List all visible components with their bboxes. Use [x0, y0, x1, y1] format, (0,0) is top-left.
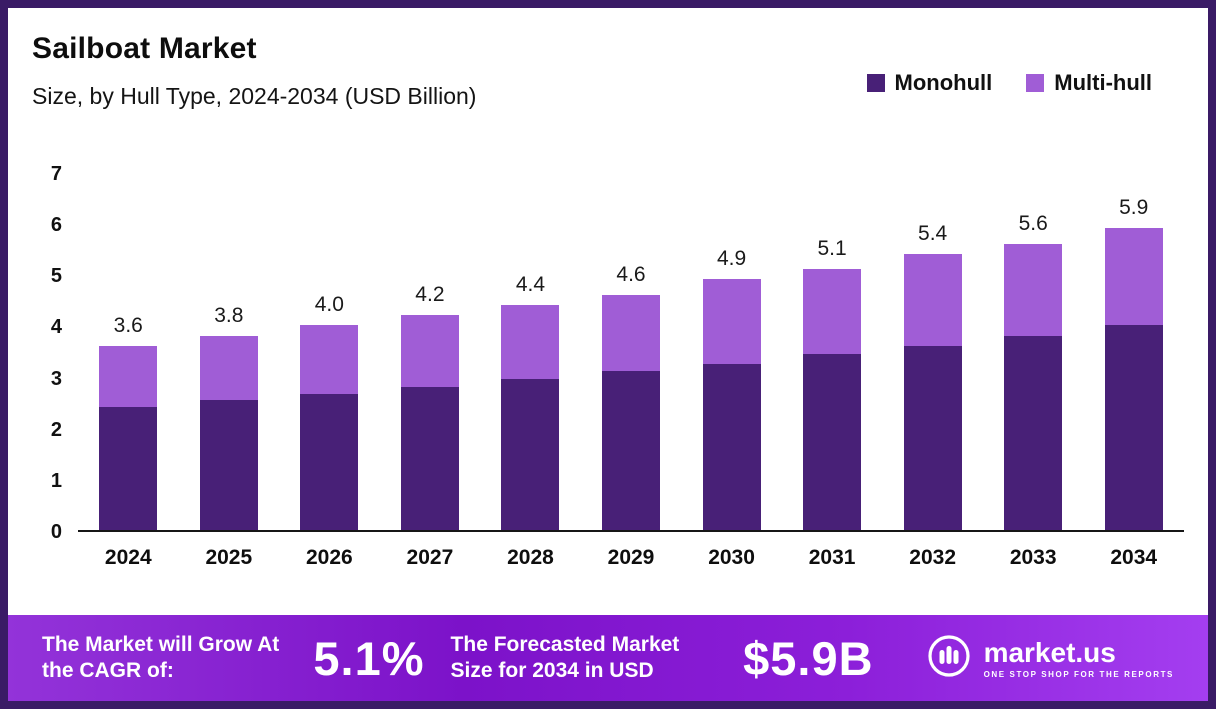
- multihull-segment: [803, 269, 862, 354]
- monohull-segment: [702, 363, 761, 530]
- legend-label-multihull: Multi-hull: [1054, 70, 1152, 95]
- monohull-segment: [903, 345, 962, 530]
- plot-area: 3.6 2024 3.8 2025 4.0 2026 4.2 2027 4.4 2028 4.6 20…: [78, 174, 1184, 569]
- monohull-swatch: [866, 74, 885, 92]
- monohull-segment: [1104, 325, 1163, 530]
- x-axis-label: 2027: [406, 546, 454, 569]
- bar-total-label: 3.8: [214, 303, 244, 327]
- multihull-segment: [1104, 228, 1163, 326]
- monohull-segment: [300, 394, 359, 530]
- x-axis-label: 2026: [306, 546, 353, 569]
- x-axis-label: 2034: [1110, 546, 1158, 569]
- monohull-segment: [1004, 335, 1063, 530]
- cagr-label: The Market will Grow At the CAGR of:: [42, 633, 280, 682]
- bar-slot: 5.9 2034: [1083, 174, 1184, 569]
- multihull-segment: [1004, 243, 1063, 336]
- x-axis-label: 2029: [607, 546, 655, 569]
- y-axis: 0 1 2 3 4 5 6 7: [22, 163, 78, 543]
- bar-total-label: 5.6: [1018, 211, 1048, 235]
- bar-slot: 4.0 2026: [279, 174, 380, 569]
- multihull-segment: [702, 279, 761, 364]
- marketus-logo-icon: [926, 633, 972, 684]
- bar-slot: 4.2 2027: [380, 174, 481, 569]
- stacked-bar: 4.0: [300, 293, 359, 530]
- y-axis-tick: 5: [50, 265, 62, 288]
- y-axis-tick: 6: [50, 214, 62, 237]
- y-axis-tick: 0: [50, 521, 62, 543]
- bar-slot: 3.6 2024: [78, 174, 179, 569]
- stacked-bar: 5.1: [803, 237, 862, 530]
- y-axis-tick: 1: [50, 469, 62, 492]
- x-axis-label: 2030: [708, 546, 755, 569]
- bar-total-label: 4.4: [515, 272, 546, 296]
- bar-total-label: 4.9: [716, 247, 747, 271]
- chart-subtitle: Size, by Hull Type, 2024-2034 (USD Billi…: [32, 83, 477, 109]
- monohull-segment: [803, 353, 862, 530]
- bar-slot: 4.4 2028: [480, 174, 581, 569]
- legend-item-multihull: Multi-hull: [1026, 70, 1152, 96]
- multihull-swatch: [1026, 74, 1045, 92]
- monohull-segment: [400, 386, 459, 530]
- x-axis-label: 2024: [104, 546, 152, 569]
- bar-total-label: 4.2: [415, 283, 445, 307]
- chart-header: Sailboat Market Size, by Hull Type, 2024…: [8, 8, 1208, 110]
- bar-total-label: 4.0: [314, 293, 344, 317]
- monohull-segment: [199, 399, 258, 530]
- stacked-bar: 3.6: [99, 314, 158, 530]
- y-axis-tick: 2: [50, 418, 62, 441]
- brand-tagline: ONE STOP SHOP FOR THE REPORTS: [983, 669, 1174, 679]
- multihull-segment: [501, 304, 560, 380]
- multihull-segment: [602, 294, 660, 372]
- bar-total-label: 5.1: [817, 237, 847, 261]
- forecast-value: $5.9B: [743, 631, 874, 685]
- x-axis-label: 2033: [1009, 546, 1057, 569]
- stacked-bar: 4.9: [702, 247, 761, 530]
- bar-total-label: 3.6: [113, 313, 143, 337]
- multihull-segment: [99, 345, 158, 408]
- cagr-value: 5.1%: [313, 631, 425, 685]
- brand-block: market.us ONE STOP SHOP FOR THE REPORTS: [926, 633, 1174, 684]
- page-title: Sailboat Market: [32, 32, 257, 65]
- x-axis-label: 2031: [808, 546, 856, 569]
- stacked-bar: 3.8: [199, 304, 258, 530]
- y-axis-tick: 7: [50, 163, 62, 185]
- chart-legend: Monohull Multi-hull: [866, 70, 1152, 96]
- brand-name: market.us: [983, 636, 1116, 668]
- brand-text: market.us ONE STOP SHOP FOR THE REPORTS: [983, 636, 1174, 679]
- multihull-segment: [300, 325, 359, 395]
- footer-banner: The Market will Grow At the CAGR of: 5.1…: [8, 615, 1208, 701]
- y-axis-tick: 4: [50, 316, 62, 339]
- stacked-bar: 5.4: [903, 222, 962, 530]
- bar-total-label: 4.6: [616, 262, 646, 286]
- bar-slot: 4.9 2030: [681, 174, 782, 569]
- legend-label-monohull: Monohull: [894, 70, 993, 95]
- stacked-bar: 5.6: [1004, 212, 1063, 530]
- stacked-bar: 4.2: [400, 283, 459, 530]
- multihull-segment: [400, 315, 459, 387]
- stacked-bar: 4.4: [501, 273, 560, 530]
- x-axis-label: 2032: [909, 546, 956, 569]
- monohull-segment: [501, 379, 560, 530]
- bar-slot: 4.6 2029: [581, 174, 682, 569]
- bar-total-label: 5.9: [1119, 196, 1149, 220]
- forecast-label: The Forecasted Market Size for 2034 in U…: [450, 633, 680, 682]
- multihull-segment: [903, 253, 962, 346]
- bar-slot: 5.6 2033: [983, 174, 1084, 569]
- stacked-bar: 4.6: [602, 263, 660, 530]
- monohull-segment: [99, 407, 158, 530]
- monohull-segment: [602, 371, 660, 530]
- legend-item-monohull: Monohull: [866, 70, 993, 96]
- bar-slot: 5.4 2032: [882, 174, 983, 569]
- bar-total-label: 5.4: [918, 221, 948, 245]
- stacked-bar: 5.9: [1104, 196, 1163, 530]
- x-axis-label: 2025: [205, 546, 253, 569]
- chart-area: 0 1 2 3 4 5 6 7 3.6 2024 3.8 2025 4.0 2026 4.2 2027 4.4…: [8, 163, 1208, 569]
- y-axis-tick: 3: [50, 367, 62, 390]
- x-axis-label: 2028: [507, 546, 554, 569]
- bar-slot: 5.1 2031: [782, 174, 883, 569]
- bar-slot: 3.8 2025: [179, 174, 280, 569]
- multihull-segment: [199, 335, 258, 400]
